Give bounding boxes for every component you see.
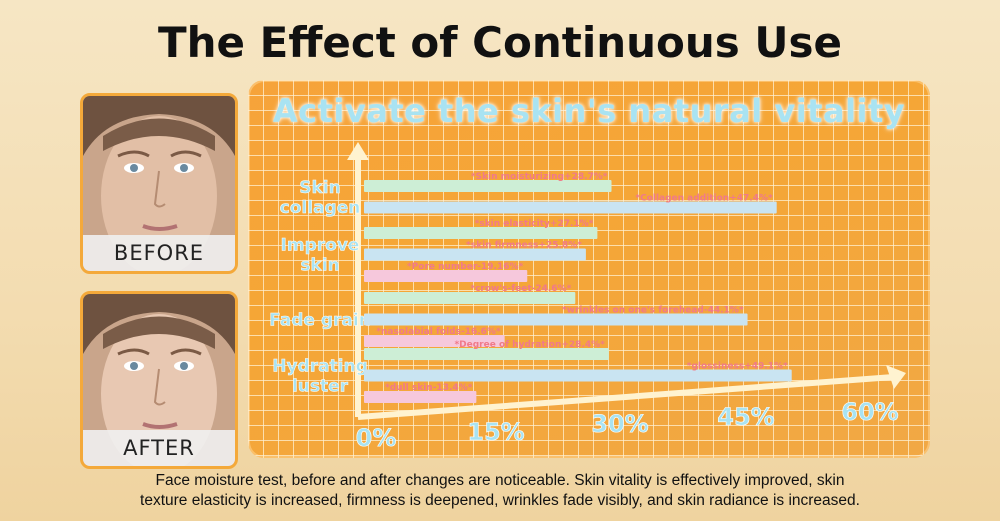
bar-label: *glossiness+49.1%* (687, 362, 788, 372)
bar (364, 201, 777, 214)
bar (364, 369, 792, 382)
bar-label: *wrinkles on one's forehead-44.1%* (562, 306, 744, 316)
caption-line-2: texture elasticity is increased, firmnes… (140, 492, 860, 509)
bar (364, 335, 505, 347)
bar (364, 180, 612, 192)
bar-label: *nasolabial folds-16.6%* (376, 327, 501, 337)
x-axis (357, 374, 894, 420)
bar (364, 313, 748, 326)
chart-title: Activate the skin's natural vitality (272, 92, 906, 130)
bar (364, 292, 576, 304)
x-tick-label: 30% (591, 410, 648, 438)
bar (364, 391, 477, 403)
before-photo: BEFORE (80, 93, 238, 274)
chart-panel: Activate the skin's natural vitality 0% 1… (248, 80, 930, 458)
x-tick-label: 0% (356, 424, 397, 452)
bar-label: *Skin moisturizing+28.7%* (471, 172, 608, 182)
page-title: The Effect of Continuous Use (157, 18, 843, 67)
bar (364, 270, 528, 282)
bar-label: *dull skin-13.4%* (385, 383, 473, 393)
group-label: Skin (299, 178, 340, 198)
bar (364, 248, 586, 261)
group-label: luster (292, 377, 349, 397)
x-tick-label: 45% (717, 403, 774, 431)
bar (364, 348, 609, 360)
caption-line-1: Face moisture test, before and after cha… (155, 472, 845, 489)
group-label: Improve (281, 236, 360, 256)
caption: Face moisture test, before and after cha… (0, 471, 1000, 511)
x-tick-label: 15% (467, 418, 524, 446)
y-axis-arrow-icon (347, 142, 369, 160)
bar-label: *Degree of hydration+28.4%* (454, 340, 605, 350)
before-label: BEFORE (83, 235, 235, 271)
bar-label: *Pore number-19.16%* (407, 262, 524, 272)
bar (364, 227, 598, 239)
group-label: collagen (280, 198, 361, 218)
group-label: Hydrating (272, 357, 368, 377)
x-axis-arrow-icon (886, 365, 906, 389)
bar-label: *crow's-feet-24.6%* (470, 284, 571, 294)
bar-label: *skin firmness+25.8%* (466, 241, 582, 251)
group-label: Fade grain (269, 311, 371, 331)
after-photo: AFTER (80, 291, 238, 469)
after-label: AFTER (83, 430, 235, 466)
x-tick-label: 60% (841, 398, 898, 426)
chart-grid (248, 80, 930, 458)
group-label: skin (300, 256, 339, 276)
bar-label: *skin elasticity+27.1%* (475, 219, 594, 229)
bar-label: *Collagen addition+47.4%* (635, 194, 773, 204)
